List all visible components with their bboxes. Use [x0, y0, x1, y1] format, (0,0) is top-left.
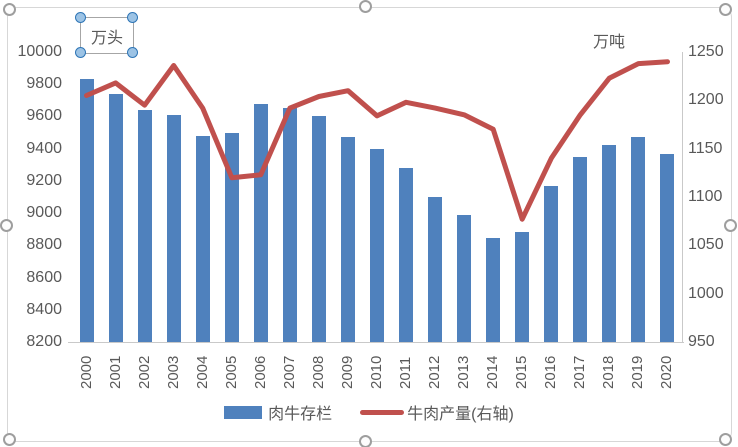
- bar-2010[interactable]: [370, 148, 384, 342]
- x-axis-label-2019: 2019: [629, 355, 647, 389]
- chart-selection-handle-top-mid[interactable]: [359, 0, 372, 13]
- bar-2014[interactable]: [486, 238, 501, 342]
- chart-selection-handle-top-left[interactable]: [3, 3, 16, 16]
- left-axis-tick-label: 9800: [26, 75, 62, 93]
- right-axis-tick-label: 1250: [688, 43, 724, 60]
- bar-2015[interactable]: [515, 231, 530, 342]
- right-axis-tick-label: 1200: [688, 91, 724, 109]
- x-axis-label-2000: 2000: [77, 355, 95, 389]
- category-axis-line: [68, 342, 684, 343]
- left-axis-unit-label: 万头: [90, 29, 123, 47]
- bar-2017[interactable]: [573, 156, 588, 342]
- bar-2020[interactable]: [660, 153, 675, 342]
- legend-bar-label[interactable]: 肉牛存栏: [268, 406, 333, 423]
- x-axis-label-2005: 2005: [222, 355, 240, 389]
- x-axis-label-2007: 2007: [280, 355, 298, 389]
- legend-line-label[interactable]: 牛肉产量(右轴): [407, 406, 514, 423]
- bar-2004[interactable]: [195, 135, 210, 342]
- plot-area[interactable]: [72, 52, 682, 342]
- x-axis-label-2009: 2009: [338, 355, 356, 389]
- legend[interactable]: 肉牛存栏 牛肉产量(右轴): [0, 400, 738, 424]
- right-axis-tick-label: 1150: [688, 139, 723, 157]
- legend-line-swatch-icon: [360, 409, 405, 415]
- bar-2007[interactable]: [282, 108, 297, 342]
- x-axis-label-2020: 2020: [658, 355, 676, 389]
- bar-2019[interactable]: [631, 137, 646, 342]
- left-axis-tick-label: 8400: [26, 300, 62, 318]
- left-axis-unit-textbox[interactable]: 万头: [80, 17, 134, 54]
- x-axis-label-2002: 2002: [135, 355, 153, 389]
- x-axis-label-2004: 2004: [193, 355, 211, 389]
- bar-2011[interactable]: [399, 168, 414, 342]
- textbox-selection-handle-top-left[interactable]: [75, 12, 86, 23]
- left-axis-tick-label: 8600: [26, 268, 62, 286]
- right-axis-tick-label: 1100: [688, 188, 723, 205]
- chart-selection-handle-mid-left[interactable]: [0, 219, 13, 232]
- bar-2013[interactable]: [457, 214, 472, 342]
- textbox-selection-handle-top-right[interactable]: [127, 12, 138, 23]
- x-axis-label-2017: 2017: [571, 355, 589, 389]
- right-axis-tick-label: 1050: [688, 236, 724, 254]
- x-axis-label-2014: 2014: [484, 355, 502, 389]
- left-axis-tick-label: 9600: [26, 107, 62, 125]
- production-line-series[interactable]: [84, 59, 670, 222]
- x-axis-label-2006: 2006: [251, 355, 269, 389]
- chart-selection-handle-bottom-right[interactable]: [719, 433, 732, 446]
- bar-2001[interactable]: [108, 93, 123, 342]
- left-axis-tick-label: 8800: [26, 236, 62, 254]
- left-axis-tick-label: 10000: [17, 43, 63, 60]
- left-axis-tick-label: 8200: [26, 333, 62, 350]
- textbox-selection-handle-bottom-right[interactable]: [127, 47, 138, 58]
- bar-2003[interactable]: [166, 114, 181, 342]
- left-axis-tick-label: 9400: [26, 139, 62, 157]
- x-axis-label-2013: 2013: [455, 355, 473, 389]
- left-axis-tick-label: 9200: [26, 171, 62, 189]
- bar-2016[interactable]: [544, 185, 559, 342]
- bar-2012[interactable]: [428, 197, 443, 342]
- x-axis-label-2010: 2010: [368, 355, 385, 389]
- bar-2000[interactable]: [79, 79, 94, 342]
- x-axis-label-2016: 2016: [542, 355, 560, 389]
- x-axis-label-2012: 2012: [426, 355, 444, 389]
- bar-2005[interactable]: [224, 132, 239, 342]
- chart-selection-handle-bottom-left[interactable]: [3, 433, 16, 446]
- right-axis-tick-label: 950: [688, 333, 715, 350]
- x-axis-label-2018: 2018: [600, 355, 618, 389]
- chart-selection-handle-bottom-mid[interactable]: [359, 435, 372, 447]
- x-axis-label-2011: 2011: [397, 356, 415, 389]
- chart-selection-handle-top-right[interactable]: [719, 3, 732, 16]
- textbox-selection-handle-bottom-left[interactable]: [75, 47, 86, 58]
- x-axis-label-2003: 2003: [164, 355, 182, 389]
- right-axis-tick-label: 1000: [688, 284, 724, 302]
- legend-bar-swatch-icon: [224, 405, 263, 419]
- bar-2009[interactable]: [340, 137, 355, 342]
- left-axis-tick-label: 9000: [26, 204, 62, 222]
- bar-2008[interactable]: [311, 116, 326, 342]
- bar-2002[interactable]: [137, 110, 152, 342]
- chart-selection-handle-mid-right[interactable]: [724, 219, 737, 232]
- x-axis-label-2015: 2015: [513, 355, 531, 389]
- right-axis-line: [682, 52, 683, 343]
- bar-2018[interactable]: [602, 145, 617, 342]
- x-axis-label-2001: 2001: [106, 355, 124, 389]
- right-axis-unit-label: 万吨: [593, 34, 626, 51]
- x-axis-label-2008: 2008: [309, 355, 327, 389]
